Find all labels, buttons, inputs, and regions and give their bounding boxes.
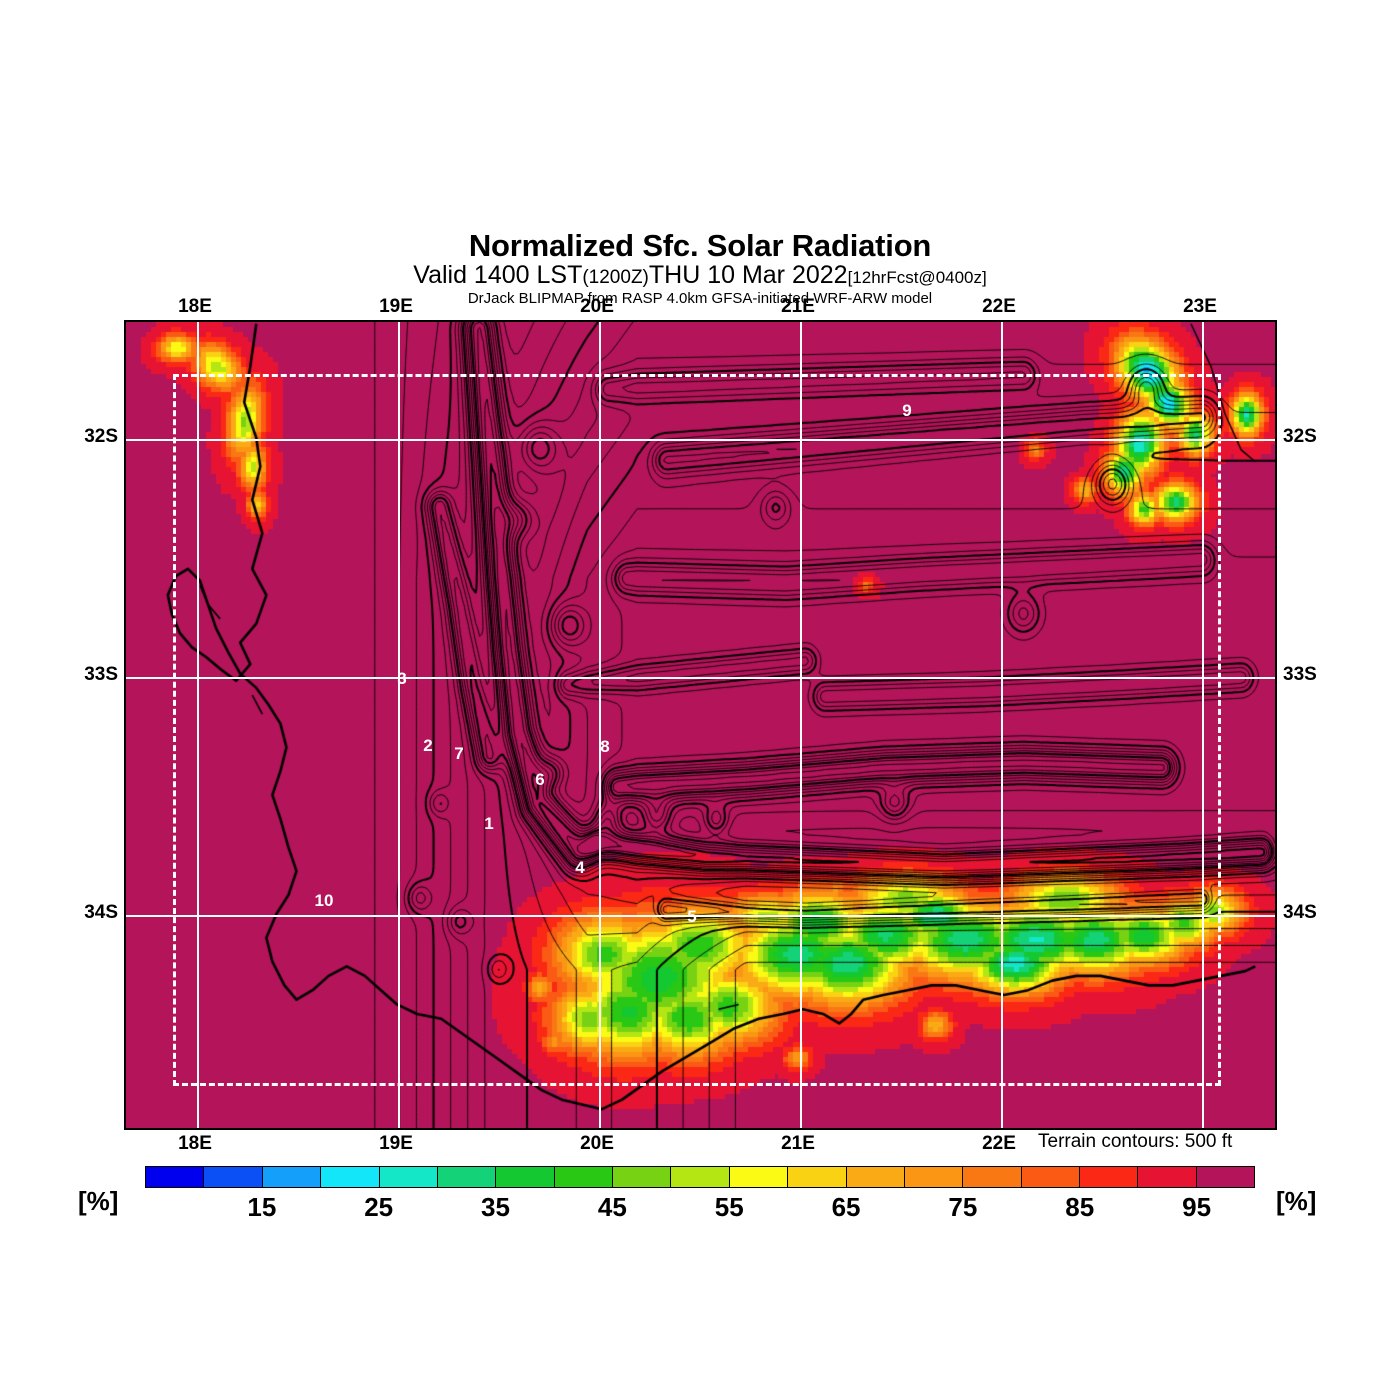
waypoint-marker-6: 6 [535, 770, 545, 789]
waypoint-marker-3: 3 [397, 669, 407, 688]
waypoint-marker-1: 1 [484, 814, 494, 833]
colorbar-segment-3 [321, 1167, 380, 1187]
waypoint-marker-5: 5 [687, 907, 697, 926]
lat-label-left-32S: 32S [84, 426, 118, 447]
colorbar-segment-10 [729, 1167, 789, 1187]
gridline-lat-33S [126, 677, 1275, 679]
map-panel[interactable]: 9 3 2 7 8 6 1 4 10 5 [124, 320, 1277, 1130]
gridline-lon-21E [800, 322, 802, 1128]
colorbar-segment-18 [1196, 1167, 1255, 1187]
colorbar-tick-35: 35 [481, 1192, 510, 1222]
lon-label-bottom-18E: 18E [178, 1133, 212, 1154]
gridline-lon-18E [197, 322, 199, 1128]
waypoint-marker-7: 7 [454, 744, 464, 763]
lon-label-bottom-22E: 22E [982, 1133, 1016, 1154]
lat-label-left-34S: 34S [84, 902, 118, 923]
lon-label-bottom-19E: 19E [379, 1133, 413, 1154]
forecast-tag: [12hrFcst@0400z] [847, 268, 987, 287]
colorbar-tick-65: 65 [831, 1192, 861, 1222]
colorbar-segment-8 [613, 1167, 672, 1187]
lon-label-bottom-20E: 20E [580, 1133, 614, 1154]
lon-label-top-22E: 22E [982, 296, 1016, 317]
lon-label-top-23E: 23E [1183, 296, 1217, 317]
colorbar-segment-13 [904, 1167, 964, 1187]
colorbar-segment-6 [496, 1167, 555, 1187]
lon-label-top-19E: 19E [379, 296, 413, 317]
waypoint-marker-9: 9 [902, 401, 912, 420]
terrain-contour-note: Terrain contours: 500 ft [1038, 1131, 1233, 1152]
valid-time-utc: (1200Z) [582, 267, 649, 288]
lon-label-top-18E: 18E [178, 296, 212, 317]
lat-label-right-33S: 33S [1283, 664, 1317, 685]
colorbar-tick-85: 85 [1065, 1192, 1095, 1222]
lon-label-top-20E: 20E [580, 296, 614, 317]
colorbar-tick-15: 15 [247, 1192, 277, 1222]
solar-radiation-raster [126, 322, 1275, 1128]
lon-label-top-21E: 21E [781, 296, 815, 317]
gridline-lat-32S [126, 439, 1275, 441]
title-block: Normalized Sfc. Solar Radiation Valid 14… [0, 230, 1400, 306]
colorbar-segment-14 [963, 1167, 1022, 1187]
colorbar-segment-17 [1138, 1167, 1197, 1187]
waypoint-marker-8: 8 [600, 737, 610, 756]
colorbar-segment-5 [437, 1167, 497, 1187]
colorbar-tick-75: 75 [948, 1192, 978, 1222]
colorbar-segment-11 [788, 1167, 847, 1187]
gridline-lon-23E [1202, 322, 1204, 1128]
lon-label-bottom-21E: 21E [781, 1133, 815, 1154]
page-title: Normalized Sfc. Solar Radiation [468, 228, 932, 263]
colorbar-segment-16 [1080, 1167, 1139, 1187]
colorbar-segment-2 [262, 1167, 322, 1187]
valid-time-line: Valid 1400 LST(1200Z)THU 10 Mar 2022[12h… [0, 263, 1400, 288]
model-description: DrJack BLIPMAP from RASP 4.0km GFSA-init… [467, 290, 933, 307]
colorbar-unit-left: [%] [78, 1186, 119, 1216]
lat-label-right-34S: 34S [1283, 902, 1317, 923]
gridline-lat-34S [126, 915, 1275, 917]
colorbar[interactable] [145, 1166, 1255, 1188]
colorbar-tick-55: 55 [714, 1192, 744, 1222]
waypoint-marker-10: 10 [314, 891, 334, 910]
colorbar-tick-25: 25 [364, 1192, 394, 1222]
lat-label-left-33S: 33S [84, 664, 118, 685]
gridline-lon-19E [398, 322, 400, 1128]
colorbar-unit-right: [%] [1276, 1186, 1317, 1216]
lat-label-right-32S: 32S [1283, 426, 1317, 447]
valid-time-prefix: Valid 1400 LST [413, 261, 583, 289]
waypoint-marker-2: 2 [423, 736, 433, 755]
colorbar-segment-4 [379, 1167, 438, 1187]
valid-time-day: THU 10 Mar 2022 [648, 261, 848, 289]
inner-domain-boundary [173, 374, 1221, 1086]
colorbar-segment-1 [204, 1167, 263, 1187]
colorbar-segment-7 [554, 1167, 613, 1187]
colorbar-segment-0 [146, 1167, 205, 1187]
colorbar-segment-15 [1021, 1167, 1080, 1187]
waypoint-marker-4: 4 [575, 858, 585, 877]
colorbar-segment-9 [671, 1167, 730, 1187]
colorbar-tick-95: 95 [1182, 1192, 1212, 1222]
gridline-lon-22E [1001, 322, 1003, 1128]
colorbar-segment-12 [846, 1167, 905, 1187]
colorbar-tick-45: 45 [597, 1192, 627, 1222]
gridline-lon-20E [599, 322, 601, 1128]
